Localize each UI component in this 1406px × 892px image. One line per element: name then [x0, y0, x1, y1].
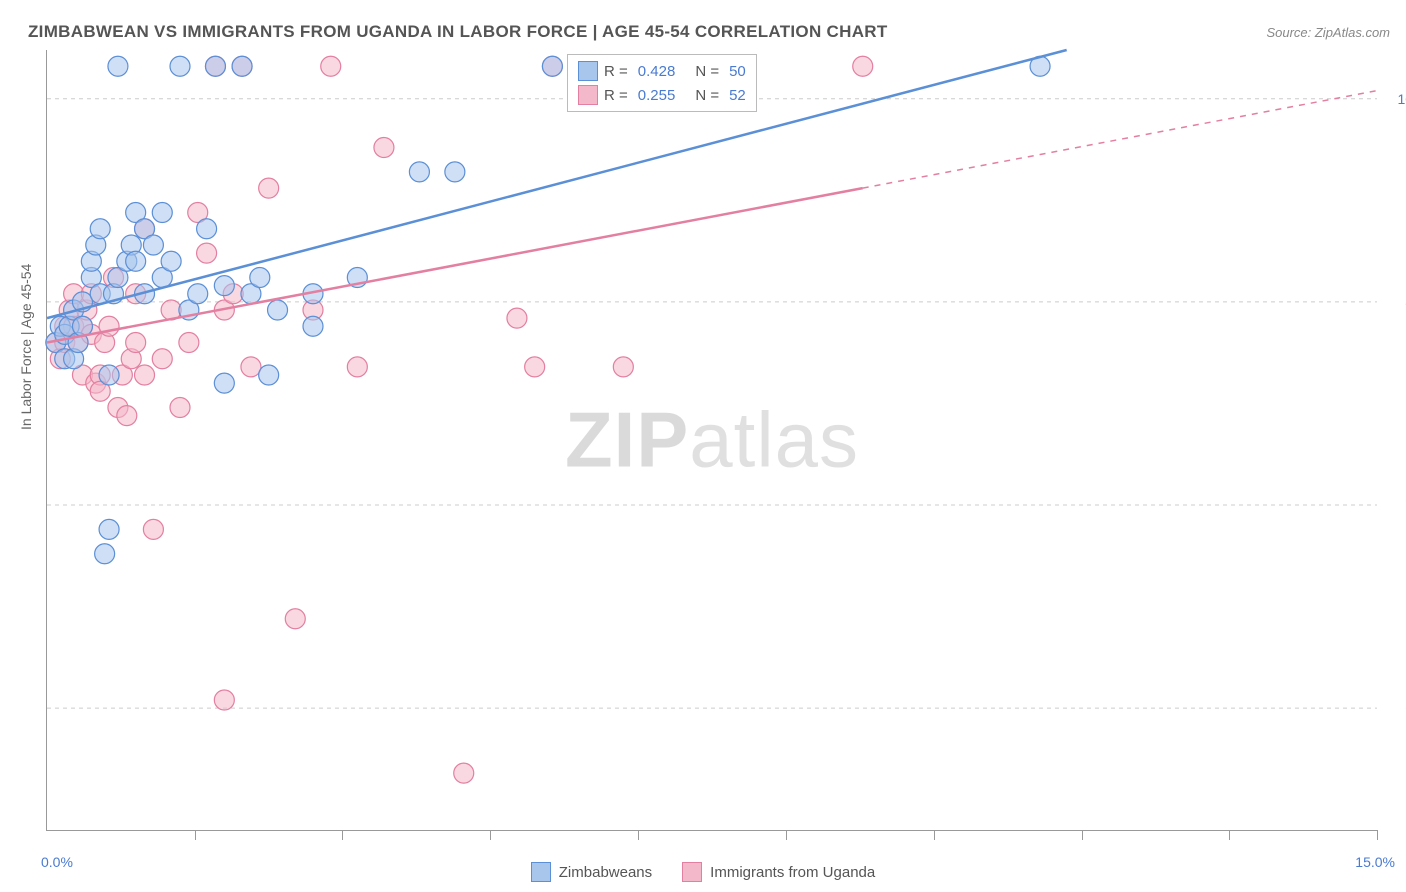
- x-tick: [1229, 830, 1230, 840]
- stats-legend-row: R = 0.255 N = 52: [578, 83, 746, 107]
- x-tick: [490, 830, 491, 840]
- x-tick: [786, 830, 787, 840]
- x-tick: [195, 830, 196, 840]
- legend-label-blue: Zimbabweans: [559, 864, 652, 881]
- n-value-pink: 52: [729, 87, 746, 104]
- r-value-pink: 0.255: [638, 87, 676, 104]
- y-axis-label: In Labor Force | Age 45-54: [18, 264, 34, 430]
- swatch-pink: [578, 85, 598, 105]
- chart-title: ZIMBABWEAN VS IMMIGRANTS FROM UGANDA IN …: [28, 22, 888, 42]
- source-label: Source: ZipAtlas.com: [1266, 25, 1390, 40]
- x-tick: [1082, 830, 1083, 840]
- stats-legend: R = 0.428 N = 50 R = 0.255 N = 52: [567, 54, 757, 112]
- r-label: R =: [604, 87, 628, 104]
- swatch-pink-bottom: [682, 862, 702, 882]
- x-tick: [342, 830, 343, 840]
- swatch-blue: [578, 61, 598, 81]
- r-label: R =: [604, 63, 628, 80]
- legend-label-pink: Immigrants from Uganda: [710, 864, 875, 881]
- plot-svg: [47, 50, 1377, 830]
- title-bar: ZIMBABWEAN VS IMMIGRANTS FROM UGANDA IN …: [28, 22, 1390, 42]
- legend-item-pink: Immigrants from Uganda: [682, 862, 875, 882]
- chart-container: ZIMBABWEAN VS IMMIGRANTS FROM UGANDA IN …: [0, 0, 1406, 892]
- x-tick: [1377, 830, 1378, 840]
- bottom-legend: Zimbabweans Immigrants from Uganda: [0, 862, 1406, 882]
- x-tick: [934, 830, 935, 840]
- n-label: N =: [695, 87, 719, 104]
- swatch-blue-bottom: [531, 862, 551, 882]
- y-tick-label: 100.0%: [1398, 91, 1406, 107]
- stats-legend-row: R = 0.428 N = 50: [578, 59, 746, 83]
- plot-area: ZIPatlas R = 0.428 N = 50 R = 0.255 N = …: [46, 50, 1377, 831]
- legend-item-blue: Zimbabweans: [531, 862, 652, 882]
- r-value-blue: 0.428: [638, 63, 676, 80]
- n-value-blue: 50: [729, 63, 746, 80]
- n-label: N =: [695, 63, 719, 80]
- x-tick: [638, 830, 639, 840]
